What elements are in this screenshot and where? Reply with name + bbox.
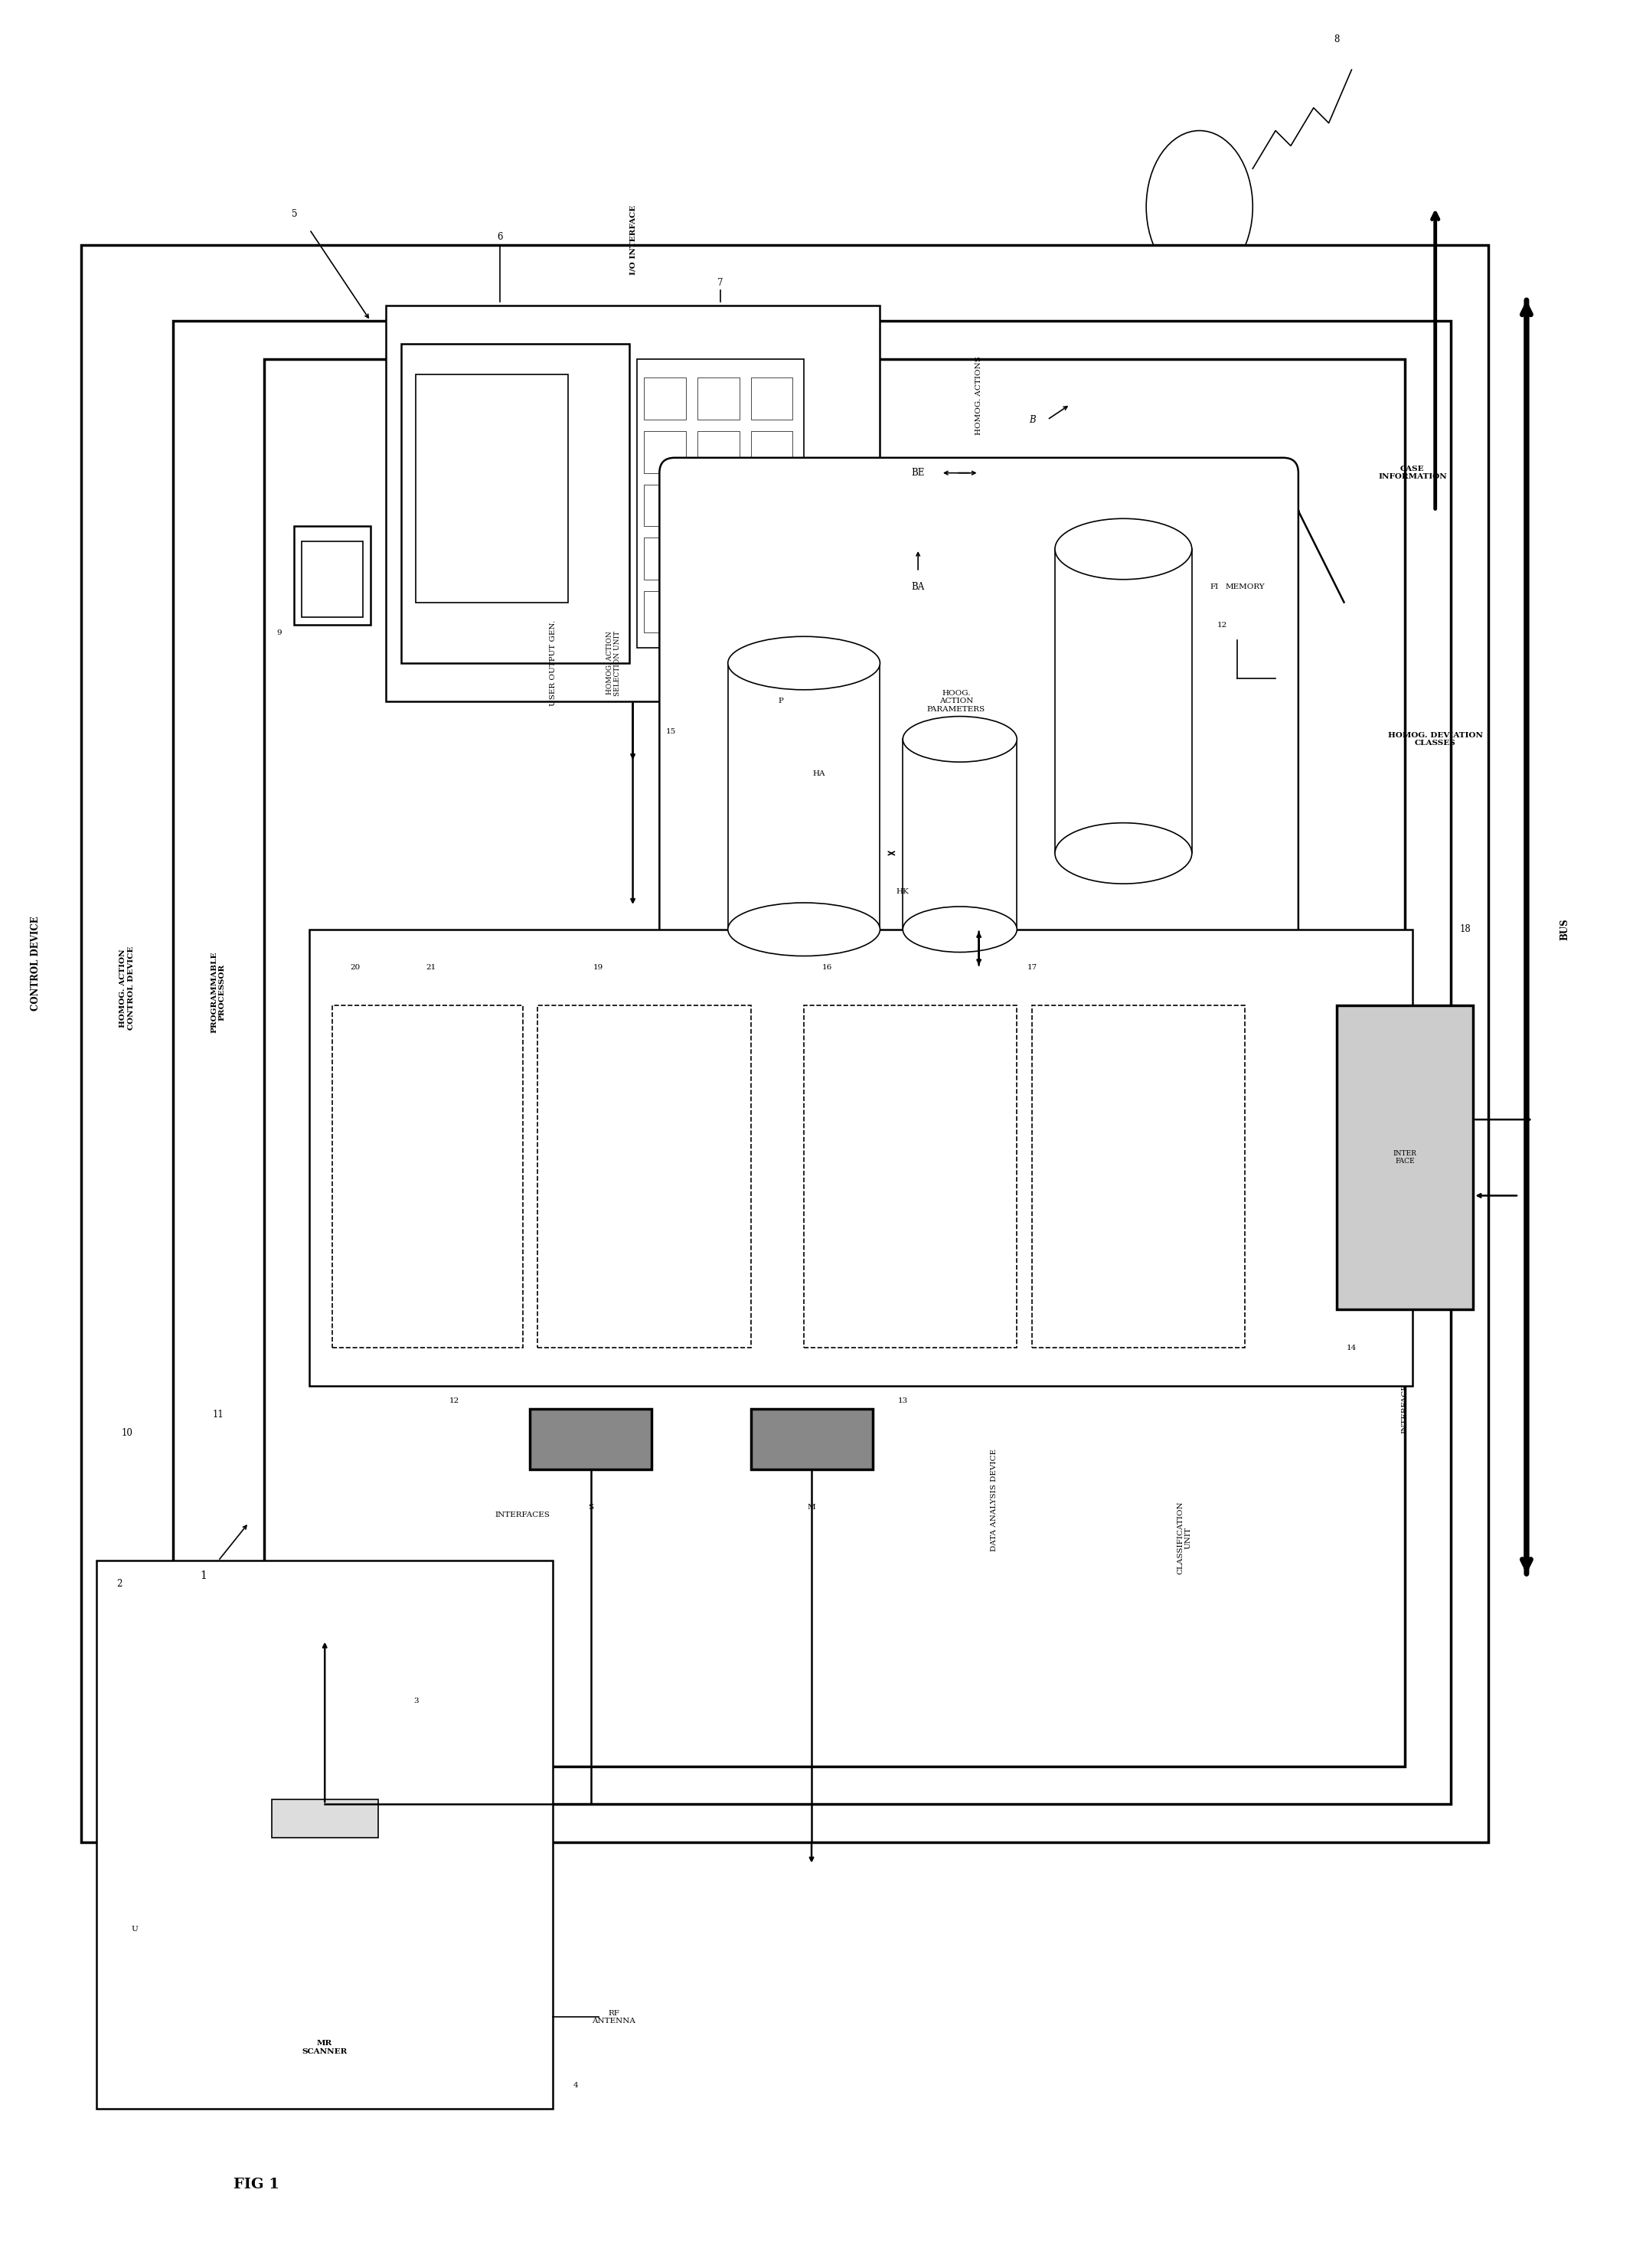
Bar — [645, 538, 686, 578]
Bar — [1055, 549, 1192, 853]
Bar — [416, 374, 568, 603]
Text: DATA ANALYSIS DEVICE: DATA ANALYSIS DEVICE — [991, 1449, 998, 1551]
Bar — [751, 592, 792, 633]
Text: 5: 5 — [291, 209, 297, 220]
Text: S: S — [588, 1504, 594, 1510]
Bar — [751, 1408, 872, 1470]
Text: FI: FI — [1210, 583, 1218, 590]
Ellipse shape — [903, 717, 1017, 762]
Text: 20: 20 — [349, 964, 361, 971]
Bar — [531, 1408, 652, 1470]
Text: MR
SCANNER: MR SCANNER — [302, 2041, 348, 2055]
Bar — [697, 431, 740, 474]
Text: INTERFACES: INTERFACES — [495, 1513, 550, 1520]
Text: 7: 7 — [717, 277, 723, 288]
Text: 21: 21 — [426, 964, 436, 971]
Text: 10: 10 — [121, 1429, 132, 1438]
Text: BUS: BUS — [1560, 919, 1569, 941]
Bar — [645, 431, 686, 474]
Bar — [82, 245, 1489, 1842]
Text: HOMOG. ACTIONS: HOMOG. ACTIONS — [975, 356, 983, 435]
Bar — [645, 592, 686, 633]
Text: 9: 9 — [276, 628, 281, 635]
Ellipse shape — [728, 637, 880, 689]
Text: HOMOG. ACTION
SELECTION UNIT: HOMOG. ACTION SELECTION UNIT — [606, 631, 621, 696]
Text: 14: 14 — [1347, 1345, 1357, 1352]
Text: M: M — [807, 1504, 815, 1510]
Bar — [294, 526, 371, 626]
Bar — [751, 431, 792, 474]
Text: 13: 13 — [898, 1397, 908, 1404]
Text: PROGRAMMABLE
PROCESSOR: PROGRAMMABLE PROCESSOR — [211, 950, 225, 1032]
Text: MEMORY: MEMORY — [1225, 583, 1266, 590]
Text: INTERFACE: INTERFACE — [1401, 1383, 1408, 1433]
Text: 1: 1 — [199, 1572, 206, 1581]
Text: 4: 4 — [573, 2082, 578, 2089]
Ellipse shape — [728, 903, 880, 957]
Bar — [697, 379, 740, 420]
Text: BE: BE — [911, 467, 924, 479]
Text: 12: 12 — [449, 1397, 459, 1404]
Bar — [697, 485, 740, 526]
Bar — [173, 320, 1450, 1803]
Text: HOMOG. DEVIATION
CLASSES: HOMOG. DEVIATION CLASSES — [1388, 733, 1483, 746]
Bar — [271, 1799, 377, 1837]
Bar — [637, 358, 803, 649]
Text: CLASSIFICATION
UNIT: CLASSIFICATION UNIT — [1177, 1501, 1192, 1574]
Bar — [697, 592, 740, 633]
Text: 6: 6 — [496, 231, 503, 243]
Text: 11: 11 — [212, 1408, 224, 1420]
Text: 16: 16 — [821, 964, 831, 971]
Text: BA: BA — [911, 583, 924, 592]
Text: FIG 1: FIG 1 — [234, 2177, 279, 2191]
Text: 19: 19 — [593, 964, 604, 971]
Text: 2: 2 — [116, 1579, 122, 1588]
FancyBboxPatch shape — [660, 458, 1298, 982]
Bar — [751, 379, 792, 420]
Bar — [310, 930, 1413, 1386]
Bar — [265, 358, 1404, 1767]
Text: CASE
INFORMATION: CASE INFORMATION — [1378, 465, 1447, 481]
Text: HOMOG. ACTION
CONTROL DEVICE: HOMOG. ACTION CONTROL DEVICE — [119, 946, 134, 1030]
Bar — [645, 379, 686, 420]
Text: 18: 18 — [1460, 925, 1471, 934]
Bar — [645, 485, 686, 526]
Text: 3: 3 — [413, 1696, 418, 1703]
Bar — [803, 1005, 1017, 1347]
Bar — [697, 538, 740, 578]
Text: 12: 12 — [1217, 621, 1228, 628]
Text: P: P — [779, 699, 784, 705]
Bar — [333, 1005, 523, 1347]
Circle shape — [242, 1724, 408, 1892]
Bar — [385, 306, 880, 701]
Text: U: U — [131, 1926, 137, 1932]
Text: 17: 17 — [1027, 964, 1037, 971]
Ellipse shape — [903, 907, 1017, 953]
Bar — [1032, 1005, 1244, 1347]
Text: RF
ANTENNA: RF ANTENNA — [593, 2009, 635, 2025]
Bar — [751, 485, 792, 526]
Bar — [400, 345, 629, 662]
Text: CONTROL DEVICE: CONTROL DEVICE — [31, 916, 41, 1012]
Bar — [1336, 1005, 1473, 1309]
Text: USER OUTPUT GEN.: USER OUTPUT GEN. — [550, 619, 557, 705]
Text: B: B — [1029, 415, 1035, 424]
Text: HA: HA — [813, 769, 825, 778]
Text: HOOG.
ACTION
PARAMETERS: HOOG. ACTION PARAMETERS — [928, 689, 985, 712]
Bar — [751, 538, 792, 578]
Text: INTER
FACE: INTER FACE — [1393, 1150, 1417, 1166]
Ellipse shape — [1055, 823, 1192, 885]
Text: 8: 8 — [1334, 34, 1339, 45]
Bar — [903, 739, 1017, 930]
Bar — [728, 662, 880, 930]
Bar — [96, 1560, 554, 2109]
Text: I/O INTERFACE: I/O INTERFACE — [629, 206, 637, 274]
Bar — [302, 542, 363, 617]
Ellipse shape — [1055, 519, 1192, 578]
Text: 15: 15 — [666, 728, 676, 735]
Text: HK: HK — [897, 887, 910, 896]
Bar — [537, 1005, 751, 1347]
